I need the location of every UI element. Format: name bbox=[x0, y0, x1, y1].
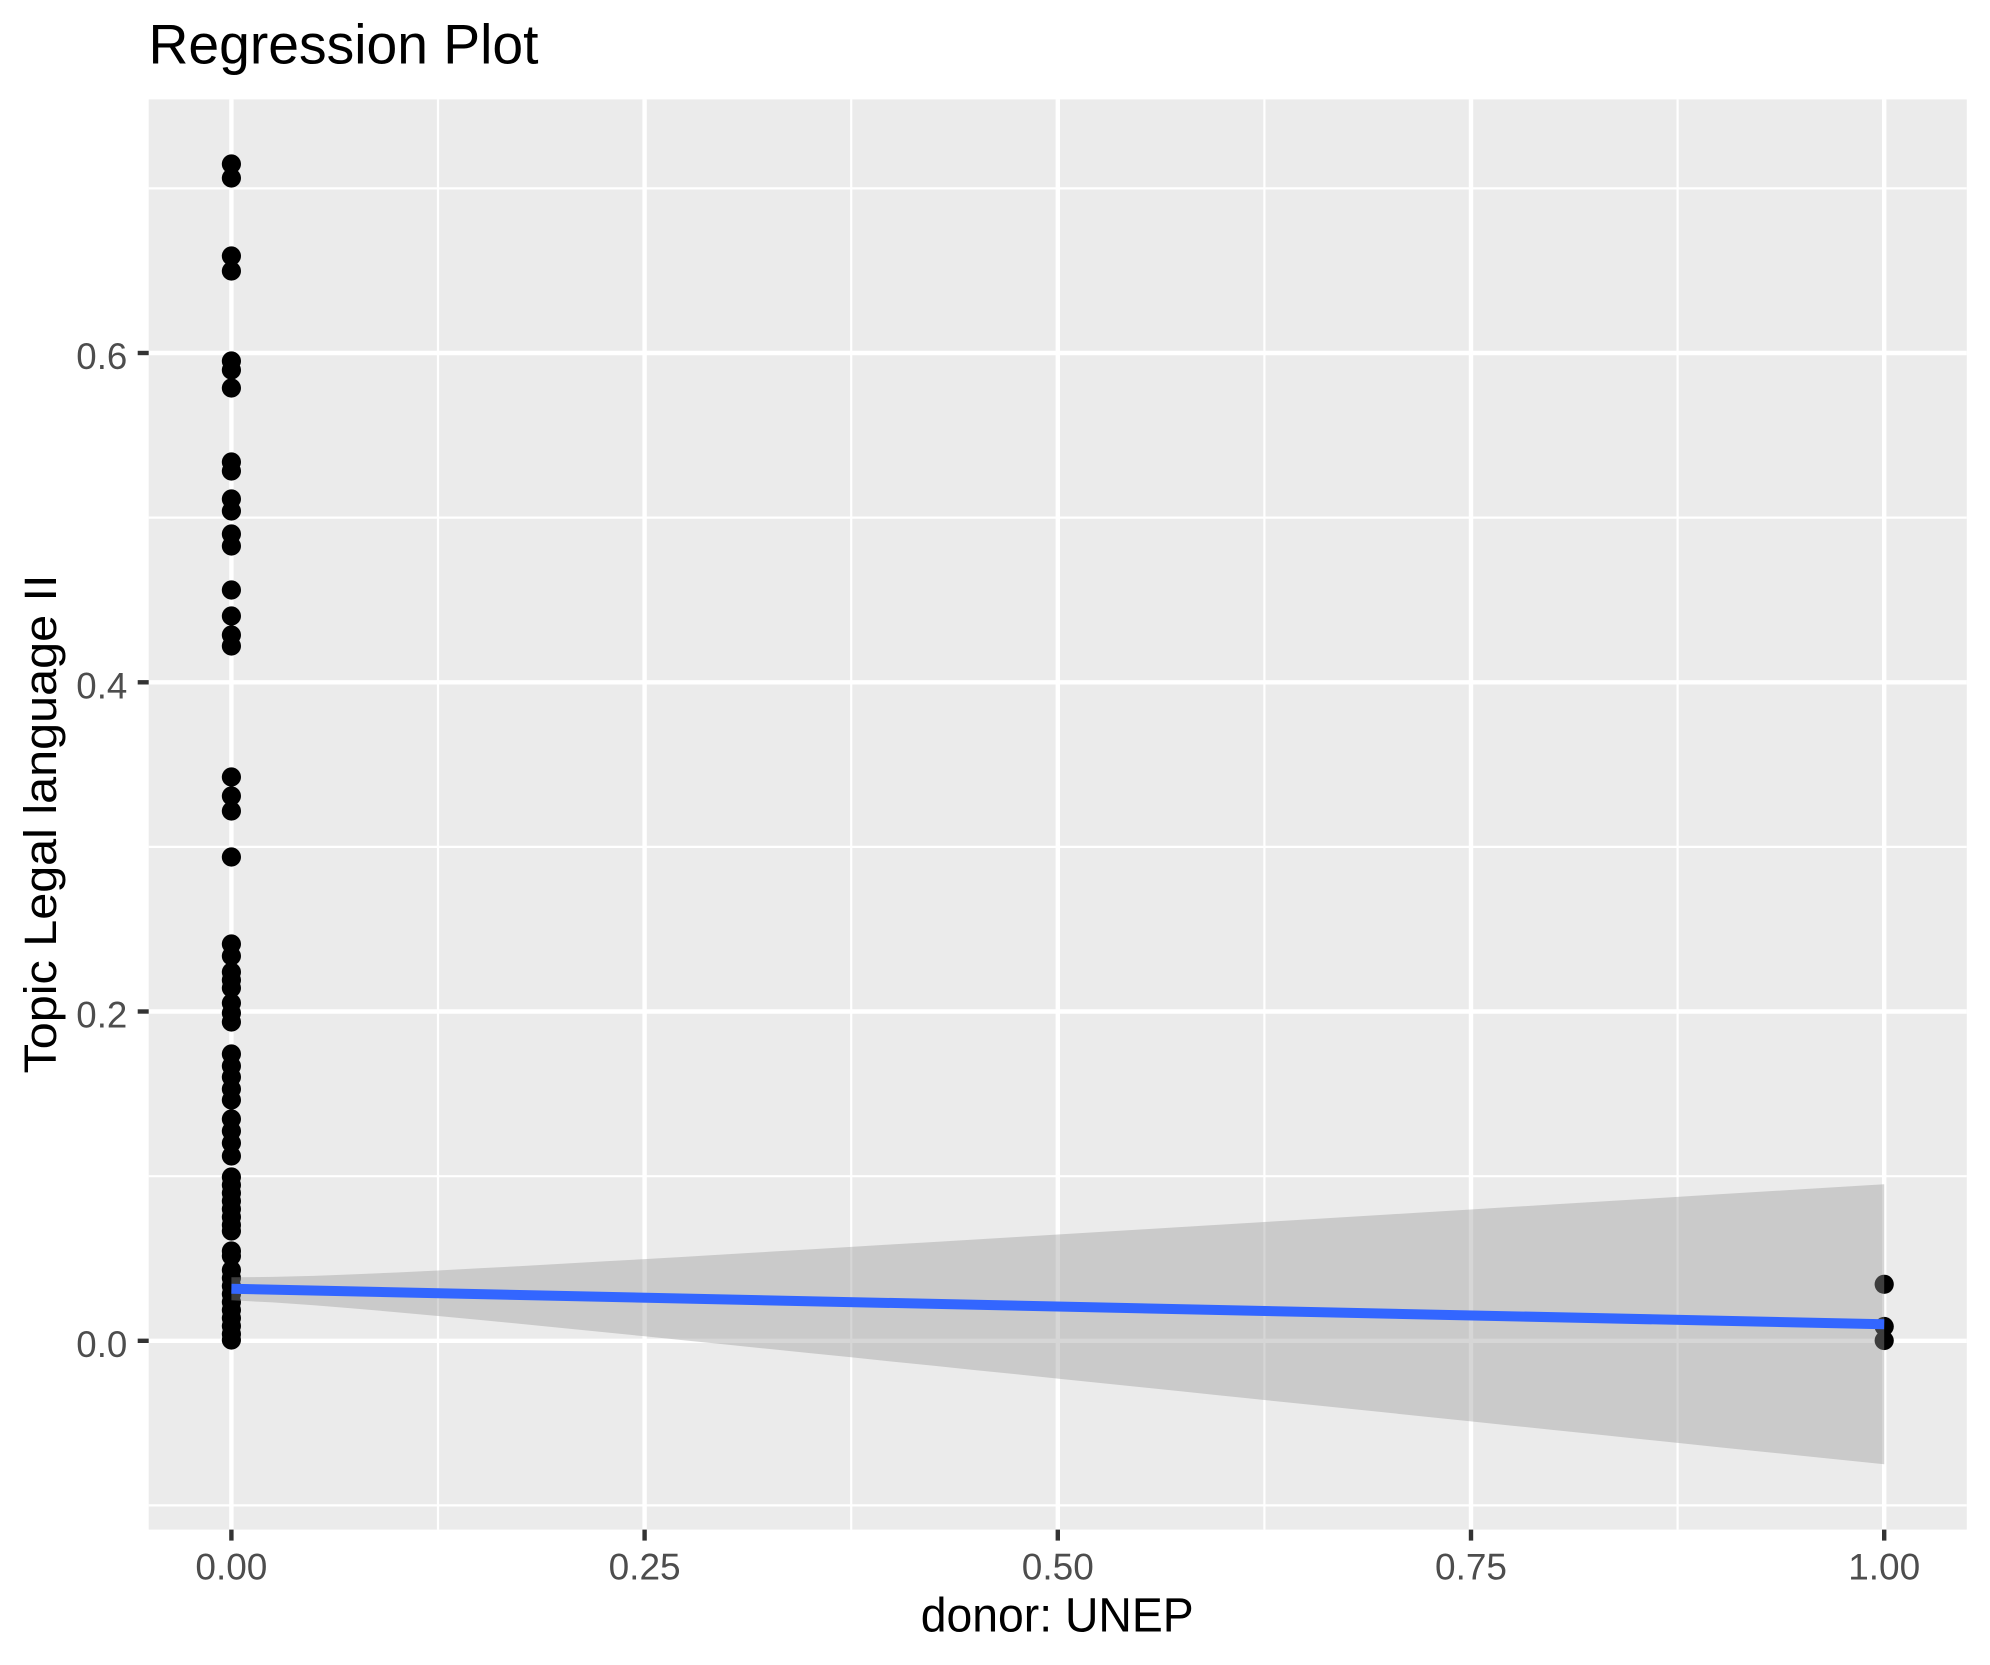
svg-text:donor: UNEP: donor: UNEP bbox=[921, 1590, 1194, 1643]
svg-text:0.75: 0.75 bbox=[1435, 1546, 1507, 1588]
svg-text:0.0: 0.0 bbox=[76, 1323, 127, 1365]
svg-text:0.4: 0.4 bbox=[76, 665, 127, 707]
svg-text:Topic Legal language II: Topic Legal language II bbox=[15, 575, 66, 1074]
svg-text:Regression Plot: Regression Plot bbox=[149, 13, 540, 75]
svg-text:0.50: 0.50 bbox=[1022, 1546, 1094, 1588]
svg-text:0.6: 0.6 bbox=[76, 335, 127, 377]
svg-text:0.2: 0.2 bbox=[76, 994, 127, 1036]
svg-text:0.00: 0.00 bbox=[195, 1546, 267, 1588]
svg-text:0.25: 0.25 bbox=[609, 1546, 681, 1588]
svg-text:1.00: 1.00 bbox=[1848, 1546, 1920, 1588]
